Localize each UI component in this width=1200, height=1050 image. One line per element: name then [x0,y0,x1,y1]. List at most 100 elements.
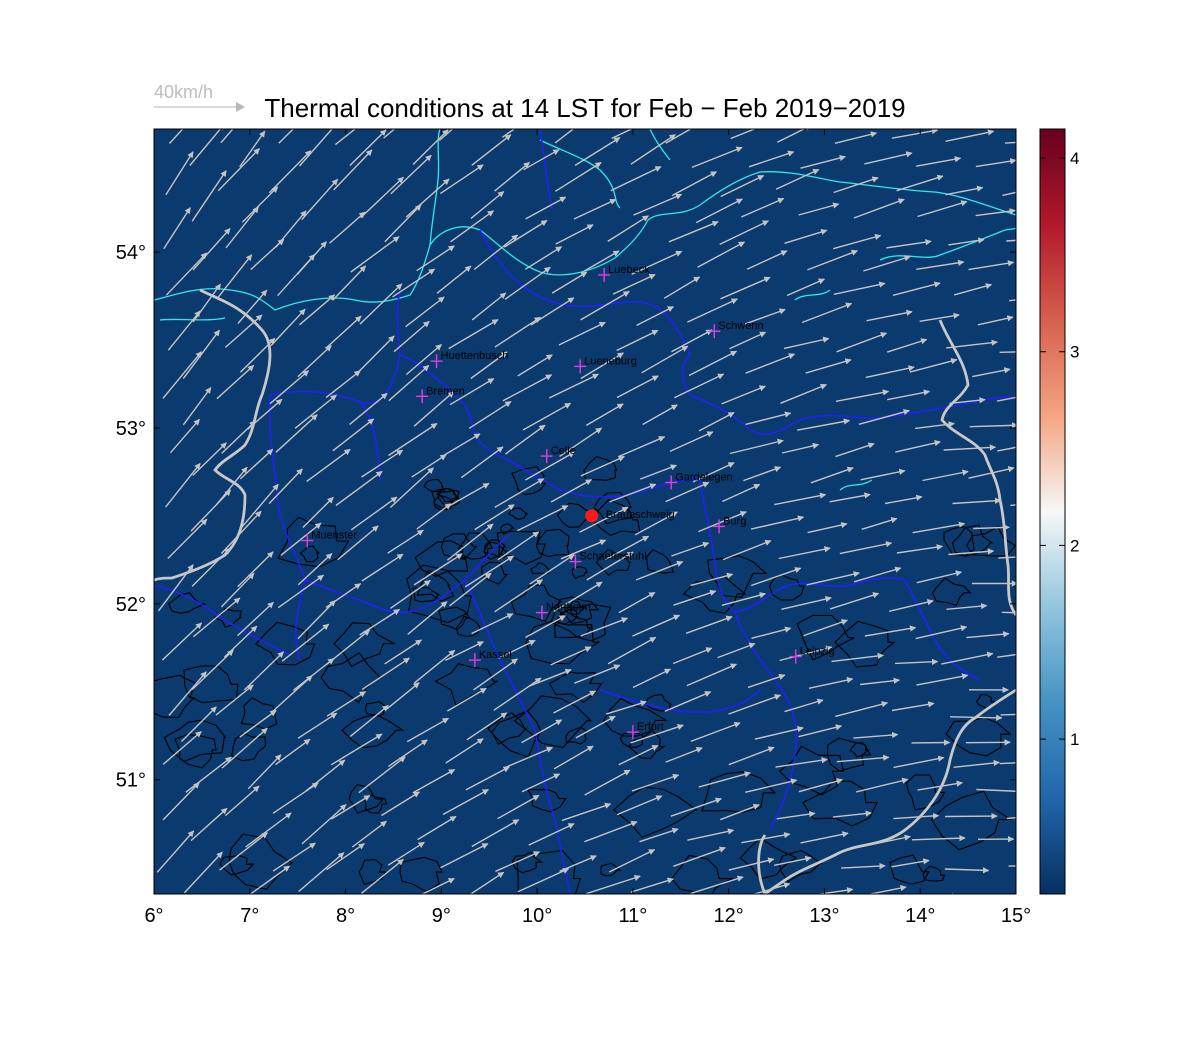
wind-vector [607,215,649,242]
wind-vector [815,887,854,894]
wind-vector [945,129,995,142]
wind-vector [524,246,563,270]
wind-vector [525,196,567,220]
wind-vector [413,649,456,684]
wind-vector [239,709,277,738]
wind-vector [561,802,612,822]
wind-vector [243,651,285,691]
wind-vector [448,482,490,507]
wind-vector [387,529,424,554]
wind-vector [975,158,1016,168]
wind-vector [580,352,624,380]
map-background [154,129,1016,894]
wind-vector [722,539,772,561]
wind-vector [781,442,820,454]
wind-vector [836,332,888,353]
wind-vector [801,302,853,324]
city-kassel: Kassel [468,649,512,668]
colorbar-tick-label: 1 [1070,730,1079,749]
wind-vector [1006,239,1016,242]
wind-vector [516,504,569,532]
wind-vector [774,492,827,506]
wind-vector [521,773,561,793]
wind-vector [892,281,941,296]
wind-vector [575,715,616,739]
wind-vector [220,572,255,608]
wind-vector [745,411,792,426]
wind-vector [833,233,882,250]
wind-vector [416,245,455,272]
wind-vector [717,642,756,659]
wind-vector [864,151,913,165]
wind-vector [886,239,932,249]
wind-vector [618,436,666,458]
city-celle: Celle [540,445,576,464]
wind-vector [631,773,680,792]
colorbar-tick-label: 4 [1070,149,1079,168]
wind-vector [605,535,650,561]
wind-vector [497,531,540,561]
wind-vector [867,885,907,894]
wind-vector [417,815,457,841]
wind-vector [778,546,831,560]
wind-vector [471,134,512,166]
city-northeim: Northeim [535,602,591,620]
city-label: Muenster [311,530,357,542]
wind-vector [494,161,530,192]
wind-vector [407,601,448,635]
wind-vector [608,848,656,873]
wind-vector [853,198,905,219]
wind-vector [583,250,620,273]
wind-vector [335,470,383,507]
wind-vector [389,467,434,509]
wind-vector [861,517,898,530]
wind-vector [639,464,677,480]
wind-vector [292,657,335,691]
wind-vector [221,420,256,454]
wind-vector [157,564,194,612]
wind-vector [943,444,997,451]
wind-vector [220,510,262,554]
wind-vector [673,846,726,867]
wind-vector [616,375,659,399]
wind-vector [325,370,361,399]
wind-vector [306,448,351,482]
wind-vector [525,451,575,481]
wind-vector [686,663,737,687]
wind-vector [439,164,484,195]
wind-vector [922,469,969,482]
wind-vector [1026,896,1065,898]
wind-vector [494,579,544,613]
wind-vector [894,658,939,665]
wind-vector [630,724,684,744]
wind-vector [941,651,994,665]
wind-vector [998,556,1016,559]
city-bremen: Bremen [416,385,465,404]
city-label: Luebeck [608,264,650,276]
wind-vector [949,714,1003,721]
city-burg: Burg [713,515,746,534]
wind-vector [280,522,322,556]
wind-vector [275,414,318,453]
wind-vector [671,541,710,557]
wind-vector [719,803,760,821]
wind-vector [247,754,282,790]
wind-vector [721,385,766,405]
city-label: Burg [723,515,746,527]
wind-vector [272,842,316,872]
wind-vector [856,777,909,793]
wind-vector [465,766,510,791]
wind-vector [329,211,366,244]
wind-vector [447,687,487,712]
wind-vector [471,613,514,635]
x-tick-label: 15° [1001,905,1031,927]
wind-vector [807,521,848,534]
wind-vector [464,555,515,588]
wind-vector [156,830,195,873]
wind-vector [697,241,746,268]
wind-vector [277,574,325,609]
wind-vector [1004,141,1016,144]
city-label: Northeim [546,602,591,614]
wind-vector [517,867,570,893]
wind-vector [498,639,536,659]
